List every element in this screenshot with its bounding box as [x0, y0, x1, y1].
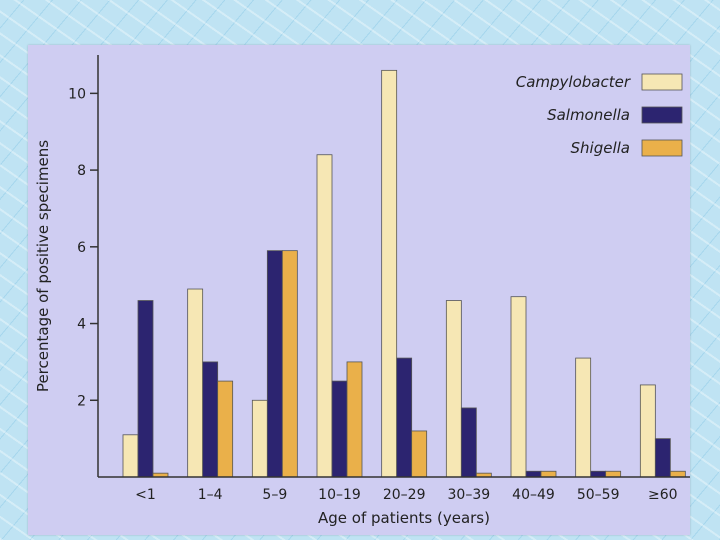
bar-salmonella-3	[331, 380, 348, 478]
bar-shigella-1	[217, 380, 234, 478]
legend-swatch-campylobacter	[641, 73, 683, 91]
x-ticks-group: <1 1–4 5–9 10–19 20–29 30–39 40–49 50–59 ≥60	[135, 487, 677, 503]
y-tick-label: 8	[77, 163, 86, 179]
bar-salmonella-1	[202, 361, 219, 478]
legend: Campylobacter Salmonella Shigella	[516, 73, 683, 157]
legend-swatch-salmonella	[641, 106, 683, 124]
bar-salmonella-5	[460, 407, 477, 478]
bar-chart: 2 4 6 8 10 <1 1–4 5–9 10–19 20–29 30–39 40–49 50–59…	[34, 55, 690, 527]
y-ticks-group: 2 4 6 8 10	[68, 86, 98, 409]
legend-label-salmonella: Salmonella	[547, 106, 630, 124]
x-tick-label: 50–59	[577, 487, 620, 503]
x-tick-label: 5–9	[262, 487, 287, 503]
y-tick-label: 4	[77, 317, 86, 333]
x-tick-label: 1–4	[198, 487, 223, 503]
bar-salmonella-4	[396, 357, 413, 478]
bar-campylobacter-0	[122, 434, 139, 478]
bar-campylobacter-2	[251, 399, 268, 478]
x-tick-label: ≥60	[648, 487, 678, 503]
x-tick-label: 10–19	[318, 487, 361, 503]
bar-salmonella-6	[525, 470, 542, 478]
x-tick-label: 40–49	[512, 487, 555, 503]
x-tick-label: 30–39	[448, 487, 491, 503]
bar-campylobacter-1	[187, 288, 204, 478]
y-tick-label: 10	[68, 86, 86, 102]
y-axis-title: Percentage of positive specimens	[34, 140, 52, 392]
bar-salmonella-7	[590, 470, 607, 478]
x-axis-title: Age of patients (years)	[318, 509, 490, 527]
bar-shigella-4	[411, 430, 428, 478]
bar-campylobacter-3	[316, 154, 333, 478]
bars-group	[122, 69, 686, 478]
legend-label-shigella: Shigella	[571, 139, 630, 157]
bar-salmonella-0	[137, 300, 154, 478]
bar-shigella-2	[281, 250, 298, 478]
bar-campylobacter-7	[575, 357, 592, 478]
x-tick-label: <1	[135, 487, 156, 503]
bar-campylobacter-8	[639, 384, 656, 478]
bar-salmonella-2	[266, 250, 283, 478]
x-tick-label: 20–29	[383, 487, 426, 503]
bar-shigella-8	[669, 470, 686, 478]
bar-campylobacter-4	[381, 69, 398, 478]
legend-swatch-shigella	[641, 139, 683, 157]
legend-label-campylobacter: Campylobacter	[516, 73, 631, 91]
bar-campylobacter-5	[445, 300, 462, 478]
y-tick-label: 2	[77, 393, 86, 409]
bar-salmonella-8	[654, 438, 671, 478]
chart-panel: 2 4 6 8 10 <1 1–4 5–9 10–19 20–29 30–39 40–49 50–59…	[28, 45, 690, 535]
y-tick-label: 6	[77, 240, 86, 256]
bar-campylobacter-6	[510, 296, 527, 478]
bar-shigella-3	[346, 361, 363, 478]
bar-shigella-7	[605, 470, 622, 478]
bar-shigella-6	[540, 470, 557, 478]
